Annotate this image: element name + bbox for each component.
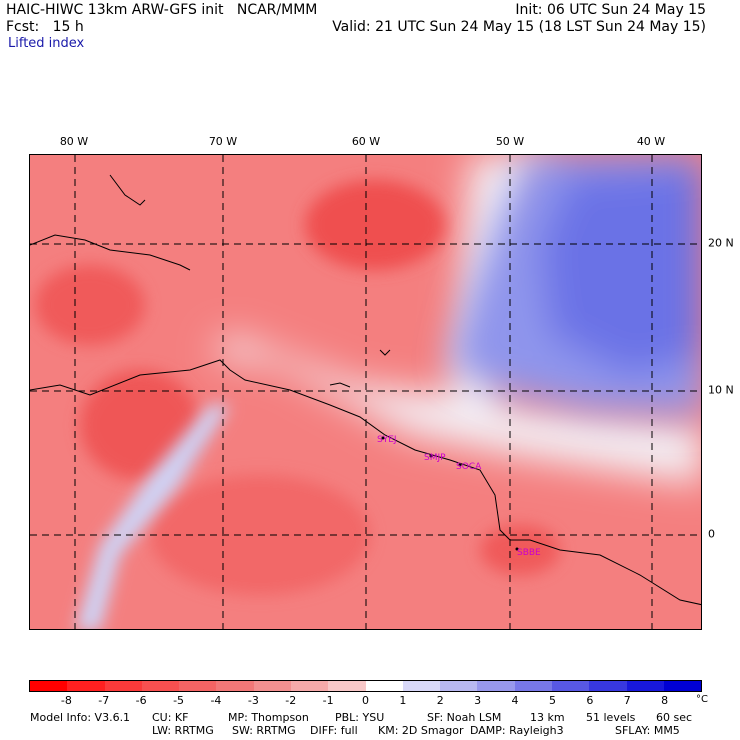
station-label: SYEJ xyxy=(377,435,397,445)
colorbar-tick-label: -4 xyxy=(210,694,222,707)
graticule xyxy=(30,155,701,629)
colorbar-swatch xyxy=(216,681,254,691)
colorbar-swatch xyxy=(551,681,590,691)
colorbar-swatch xyxy=(514,681,552,691)
colorbar-swatch xyxy=(626,681,664,691)
colorbar-tick-label: 7 xyxy=(623,694,631,707)
colorbar-tick-label: 4 xyxy=(511,694,519,707)
lon-label: 60 W xyxy=(351,135,381,148)
colorbar-swatch xyxy=(67,681,105,691)
forecast-hour: Fcst: 15 h xyxy=(6,19,84,35)
colorbar-swatch xyxy=(589,681,627,691)
lifted-index-map: SYEJ SMJP SOCA SBBE xyxy=(29,154,702,630)
footer-damp: DAMP: Rayleigh3 xyxy=(470,724,564,737)
colorbar-swatch xyxy=(328,681,366,691)
colorbar-swatch xyxy=(290,681,329,691)
init-time: Init: 06 UTC Sun 24 May 15 xyxy=(515,2,706,18)
neutral-band xyxy=(210,155,701,485)
colorbar-tick-label: 0 xyxy=(362,694,369,707)
colorbar-tick-label: 2 xyxy=(436,694,444,707)
lon-label: 70 W xyxy=(208,135,238,148)
footer-mp: MP: Thompson xyxy=(228,711,309,724)
lon-label: 50 W xyxy=(495,135,525,148)
footer-lw: LW: RRTMG xyxy=(152,724,214,737)
footer-levels: 51 levels xyxy=(586,711,636,724)
colorbar-swatch xyxy=(663,681,702,691)
footer-sf: SF: Noah LSM xyxy=(427,711,502,724)
footer-sflay: SFLAY: MM5 xyxy=(615,724,680,737)
footer-model-info: Model Info: V3.6.1 xyxy=(30,711,131,724)
footer-diff: DIFF: full xyxy=(310,724,358,737)
colorbar-tick-label: 3 xyxy=(474,694,482,707)
footer-timestep: 60 sec xyxy=(656,711,693,724)
valid-time: Valid: 21 UTC Sun 24 May 15 (18 LST Sun … xyxy=(332,19,706,35)
footer-cu: CU: KF xyxy=(152,711,189,724)
lat-label: 0 xyxy=(708,527,715,541)
footer-sw: SW: RRTMG xyxy=(232,724,296,737)
colorbar-tick-label: -5 xyxy=(173,694,185,707)
colorbar-tick-label: 8 xyxy=(661,694,669,707)
footer-km: KM: 2D Smagor xyxy=(378,724,464,737)
colorbar-unit: °C xyxy=(696,694,708,705)
colorbar-swatch xyxy=(402,681,441,691)
colorbar xyxy=(29,680,702,692)
lon-label: 40 W xyxy=(636,135,666,148)
colorbar-tick-label: 5 xyxy=(548,694,556,707)
lat-label: 20 N xyxy=(708,236,734,250)
station-markers xyxy=(381,436,519,551)
model-title: HAIC-HIWC 13km ARW-GFS init NCAR/MMM xyxy=(6,2,318,18)
colorbar-tick-label: -3 xyxy=(247,694,259,707)
colorbar-tick-label: -7 xyxy=(98,694,110,707)
station-label: SBBE xyxy=(517,548,541,558)
colorbar-tick-label: 1 xyxy=(399,694,407,707)
colorbar-swatch xyxy=(440,681,478,691)
coastlines xyxy=(30,174,701,606)
colorbar-swatch xyxy=(179,681,217,691)
colorbar-swatch xyxy=(141,681,180,691)
footer-resolution: 13 km xyxy=(530,711,565,724)
colorbar-tick-label: -1 xyxy=(322,694,334,707)
colorbar-swatch xyxy=(30,681,68,691)
colorbar-tick-label: -8 xyxy=(60,694,72,707)
colorbar-tick-label: -6 xyxy=(135,694,147,707)
colorbar-swatch xyxy=(104,681,142,691)
lat-label: 10 N xyxy=(708,383,734,397)
map-canvas: SYEJ SMJP SOCA SBBE xyxy=(30,155,701,629)
station-label: SMJP xyxy=(424,453,446,463)
footer-pbl: PBL: YSU xyxy=(335,711,385,724)
field-name: Lifted index xyxy=(8,36,85,51)
colorbar-swatch xyxy=(365,681,403,691)
andes-strip xyxy=(75,405,230,629)
station-label: SOCA xyxy=(456,462,482,472)
colorbar-tick-label: -2 xyxy=(285,694,297,707)
cool-region xyxy=(450,155,701,415)
colorbar-swatch xyxy=(477,681,515,691)
lon-label: 80 W xyxy=(59,135,89,148)
colorbar-swatch xyxy=(253,681,291,691)
colorbar-tick-label: 6 xyxy=(586,694,594,707)
